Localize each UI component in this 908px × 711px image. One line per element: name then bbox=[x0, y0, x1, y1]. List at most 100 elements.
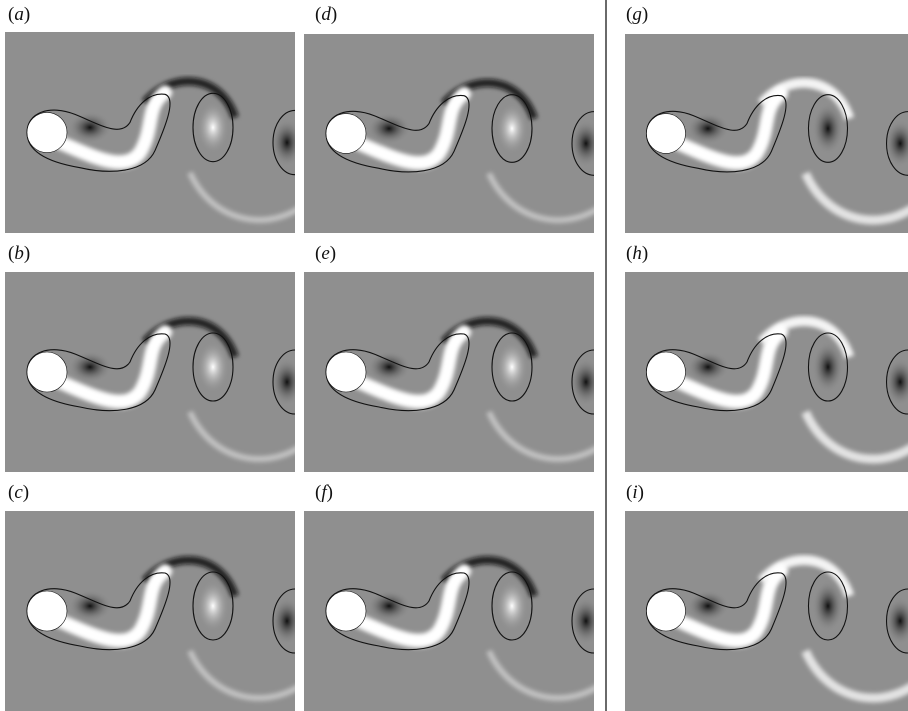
main-shear-streak bbox=[53, 325, 172, 409]
vortex-contour-1 bbox=[491, 94, 533, 163]
downstream-vortex-1 bbox=[496, 102, 528, 155]
cylinder bbox=[26, 112, 68, 153]
cylinder bbox=[646, 351, 686, 393]
main-shear-streak bbox=[53, 85, 172, 170]
panel-label-e: (e) bbox=[315, 243, 337, 264]
panel-label-a: (a) bbox=[8, 4, 31, 25]
downstream-vortex-2 bbox=[271, 118, 295, 167]
vortex-contour-1 bbox=[807, 332, 849, 402]
downstream-vortex-1 bbox=[812, 341, 844, 393]
downstream-vortex-2 bbox=[271, 358, 295, 406]
vortex-contour-1 bbox=[491, 332, 533, 402]
wake-contour bbox=[26, 572, 171, 651]
wake-contour bbox=[325, 572, 470, 651]
near-wake-vortex bbox=[686, 112, 730, 145]
downstream-vortex-1 bbox=[496, 580, 528, 632]
vortex-contour-2 bbox=[571, 588, 594, 654]
vortex-contour-2 bbox=[272, 109, 295, 176]
panel-d-image bbox=[304, 34, 594, 233]
lower-shear-arc bbox=[486, 410, 594, 463]
near-wake-vortex bbox=[367, 112, 411, 145]
lower-shear-arc bbox=[187, 410, 295, 463]
downstream-vortex-2 bbox=[884, 358, 908, 406]
panel-a-image bbox=[5, 32, 295, 233]
vortex-contour-2 bbox=[886, 349, 908, 415]
vortex-contour-2 bbox=[571, 111, 594, 176]
downstream-vortex-2 bbox=[884, 597, 908, 645]
main-shear-streak bbox=[671, 86, 788, 170]
panel-label-b: (b) bbox=[8, 243, 31, 264]
cylinder bbox=[325, 113, 367, 154]
downstream-vortex-1 bbox=[197, 580, 229, 632]
lower-shear-arc bbox=[801, 410, 908, 464]
vortex-contour-2 bbox=[886, 588, 908, 654]
vortex-contour-1 bbox=[491, 571, 533, 641]
near-wake-vortex bbox=[68, 351, 112, 383]
vortex-contour-2 bbox=[886, 111, 908, 176]
downstream-vortex-2 bbox=[884, 119, 908, 168]
cylinder bbox=[26, 590, 68, 632]
near-wake-vortex bbox=[68, 590, 112, 622]
column-divider-line bbox=[605, 0, 607, 711]
downstream-vortex-2 bbox=[570, 358, 594, 406]
vortex-contour-1 bbox=[807, 571, 849, 641]
downstream-vortex-1 bbox=[496, 341, 528, 393]
wake-contour bbox=[325, 333, 470, 412]
lower-shear-arc bbox=[486, 172, 594, 224]
panel-label-d: (d) bbox=[315, 4, 338, 25]
wake-contour bbox=[645, 333, 787, 412]
main-shear-streak bbox=[671, 564, 788, 648]
lower-shear-arc bbox=[801, 649, 908, 703]
panel-i-image bbox=[625, 511, 908, 711]
cylinder bbox=[325, 590, 367, 632]
cylinder bbox=[646, 590, 686, 632]
vortex-contour-2 bbox=[272, 349, 295, 415]
vortex-contour-2 bbox=[272, 588, 295, 654]
main-shear-streak bbox=[352, 86, 471, 170]
panel-label-g: (g) bbox=[626, 4, 649, 25]
panel-label-f: (f) bbox=[315, 482, 333, 503]
downstream-vortex-1 bbox=[197, 101, 229, 154]
near-wake-vortex bbox=[686, 351, 730, 383]
panel-e-image bbox=[304, 272, 594, 472]
downstream-vortex-2 bbox=[570, 119, 594, 168]
cylinder bbox=[26, 351, 68, 393]
panel-g-image bbox=[625, 34, 908, 233]
vortex-contour-1 bbox=[807, 94, 849, 163]
vortex-contour-1 bbox=[192, 92, 234, 163]
downstream-vortex-2 bbox=[570, 597, 594, 645]
downstream-vortex-1 bbox=[197, 341, 229, 393]
lower-shear-arc bbox=[801, 171, 908, 225]
panel-label-c: (c) bbox=[8, 482, 30, 503]
main-shear-streak bbox=[352, 325, 471, 409]
main-shear-streak bbox=[352, 564, 471, 648]
lower-shear-arc bbox=[187, 171, 295, 223]
near-wake-vortex bbox=[367, 351, 411, 383]
panel-h-image bbox=[625, 272, 908, 472]
near-wake-vortex bbox=[68, 111, 112, 144]
vortex-contour-1 bbox=[192, 571, 234, 641]
wake-contour bbox=[645, 95, 787, 173]
panel-label-i: (i) bbox=[626, 482, 644, 503]
cylinder bbox=[646, 113, 686, 154]
main-shear-streak bbox=[671, 325, 788, 409]
panel-f-image bbox=[304, 511, 594, 711]
lower-shear-arc bbox=[187, 649, 295, 702]
wake-contour bbox=[26, 333, 171, 412]
cylinder bbox=[325, 351, 367, 393]
wake-contour bbox=[645, 572, 787, 651]
wake-contour bbox=[325, 95, 470, 173]
panel-c-image bbox=[5, 511, 295, 711]
panel-label-h: (h) bbox=[626, 243, 649, 264]
vortex-contour-1 bbox=[192, 332, 234, 402]
downstream-vortex-2 bbox=[271, 597, 295, 645]
downstream-vortex-1 bbox=[812, 580, 844, 632]
vortex-contour-2 bbox=[571, 349, 594, 415]
wake-contour bbox=[26, 93, 171, 172]
near-wake-vortex bbox=[686, 590, 730, 622]
near-wake-vortex bbox=[367, 590, 411, 622]
panel-b-image bbox=[5, 272, 295, 472]
main-shear-streak bbox=[53, 564, 172, 648]
downstream-vortex-1 bbox=[812, 102, 844, 155]
